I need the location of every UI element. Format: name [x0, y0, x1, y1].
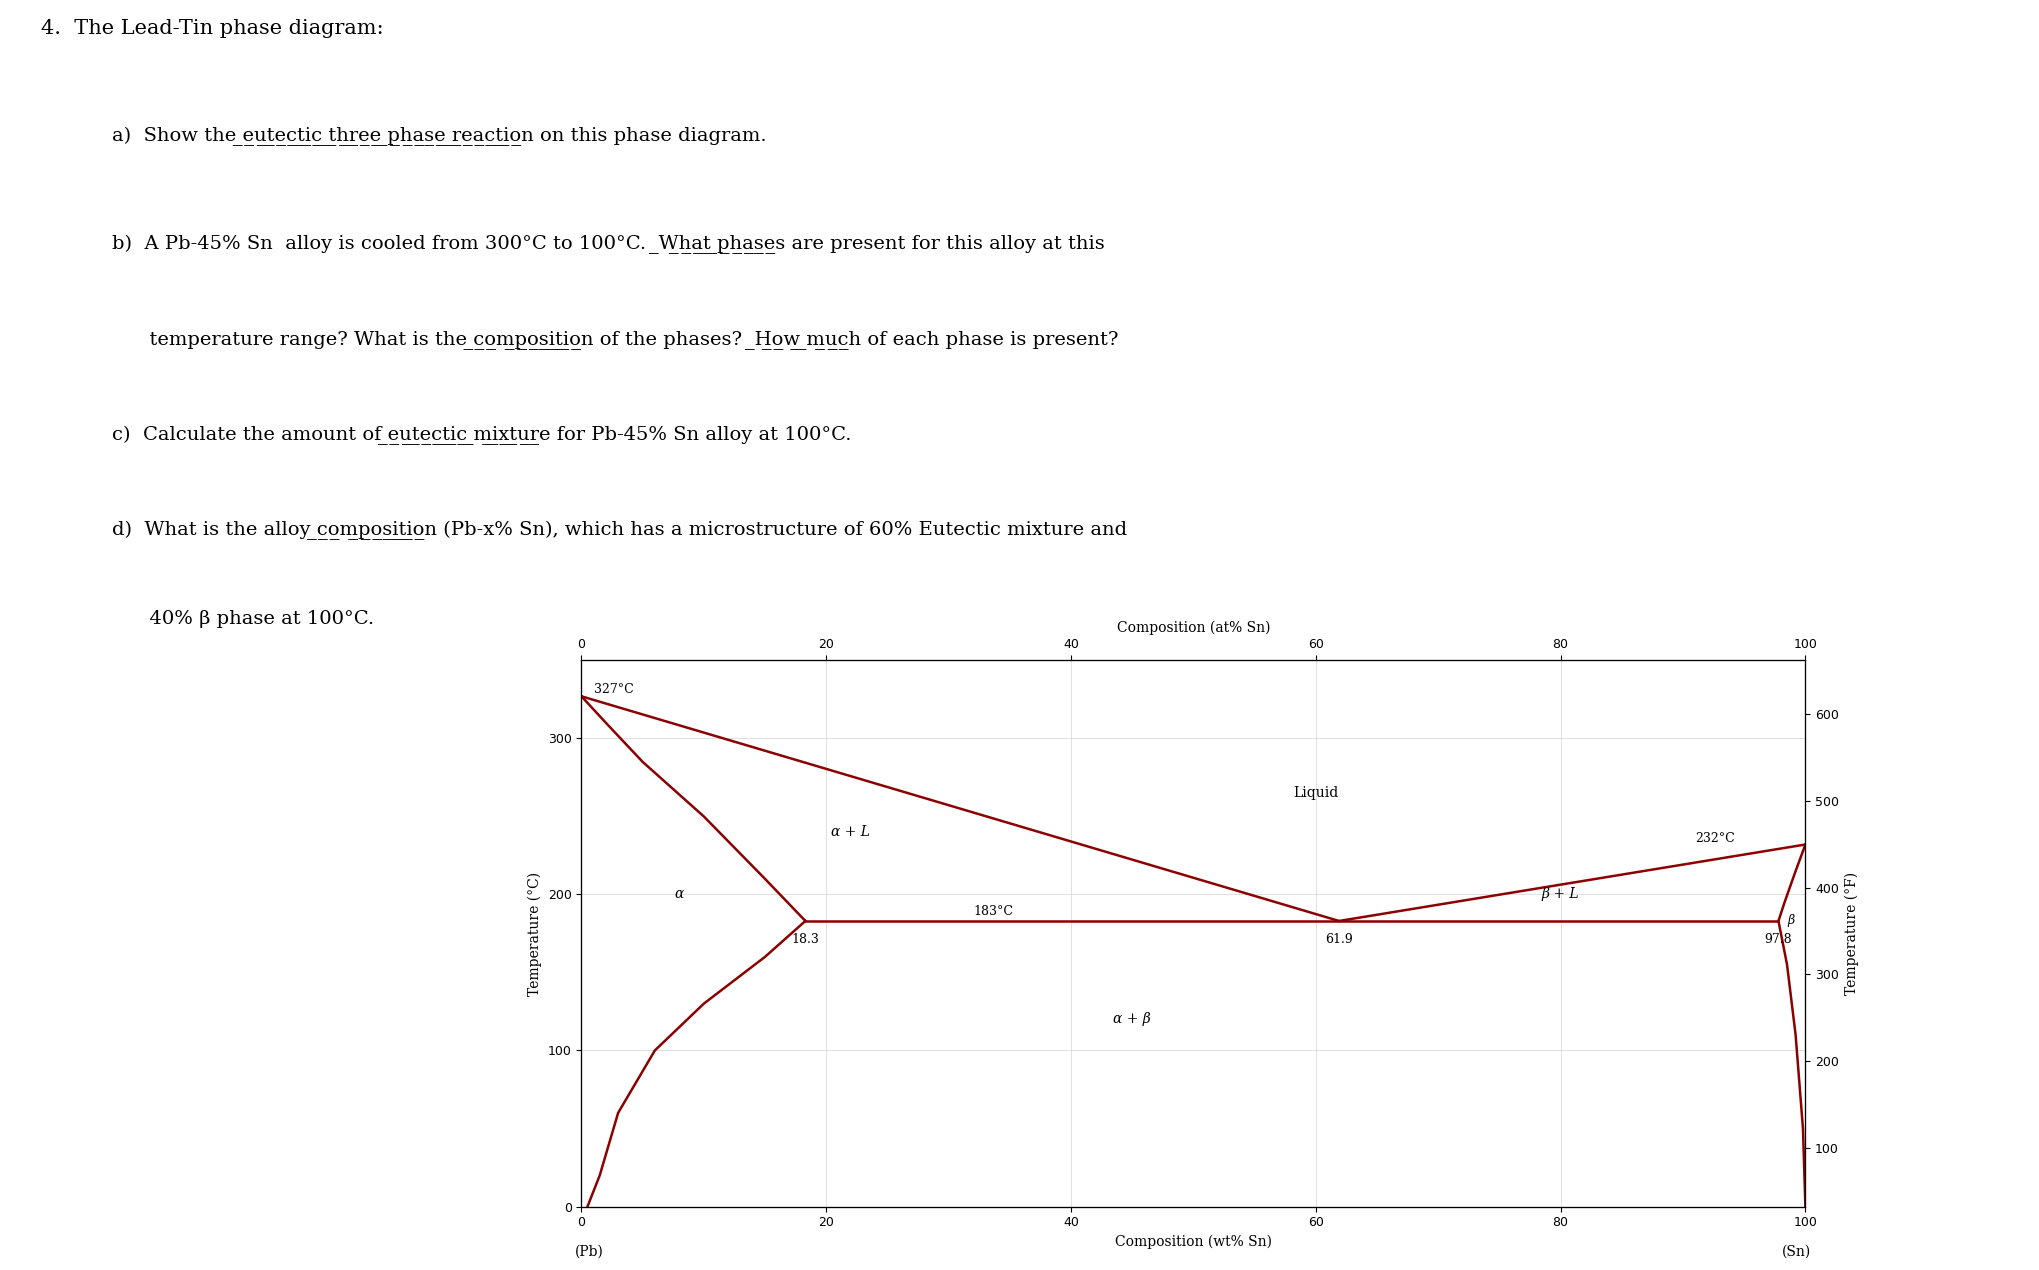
Text: c)  Calculate the amount of ̲e̲u̲t̲e̲c̲t̲i̲c̲ ̲m̲i̲x̲t̲u̲r̲e for Pb-45% Sn alloy: c) Calculate the amount of ̲e̲u̲t̲e̲c̲t̲… [112, 425, 852, 444]
Text: β: β [1786, 914, 1794, 927]
Y-axis label: Temperature (°F): Temperature (°F) [1843, 872, 1858, 994]
Text: 4.  The Lead-Tin phase diagram:: 4. The Lead-Tin phase diagram: [41, 19, 383, 38]
X-axis label: Composition (wt% Sn): Composition (wt% Sn) [1115, 1234, 1270, 1250]
Text: 183°C: 183°C [973, 904, 1013, 918]
Text: d)  What is the alloy ̲c̲o̲m̲p̲o̲s̲i̲t̲i̲o̲n (Pb-x% Sn), which has a microstruct: d) What is the alloy ̲c̲o̲m̲p̲o̲s̲i̲t̲i̲… [112, 521, 1128, 540]
Text: α: α [675, 888, 683, 902]
Y-axis label: Temperature (°C): Temperature (°C) [528, 871, 542, 996]
Text: b)  A Pb-45% Sn  alloy is cooled from 300°C to 100°C.  ̲W̲h̲a̲t̲ ̲p̲h̲a̲s̲e̲s ar: b) A Pb-45% Sn alloy is cooled from 300°… [112, 235, 1105, 254]
Text: (Pb): (Pb) [575, 1245, 604, 1259]
Text: 40% β phase at 100°C.: 40% β phase at 100°C. [112, 610, 373, 627]
Text: 97.8: 97.8 [1764, 933, 1792, 946]
Text: α + L: α + L [830, 826, 871, 839]
Text: 61.9: 61.9 [1325, 933, 1352, 946]
Text: 18.3: 18.3 [791, 933, 820, 946]
Text: (Sn): (Sn) [1782, 1245, 1811, 1259]
Text: 327°C: 327°C [593, 683, 632, 696]
X-axis label: Composition (at% Sn): Composition (at% Sn) [1115, 621, 1270, 635]
Text: β + L: β + L [1541, 888, 1578, 902]
Text: Liquid: Liquid [1293, 786, 1338, 800]
Text: 232°C: 232°C [1694, 832, 1733, 845]
Text: a)  Show the ̲e̲u̲t̲e̲c̲t̲i̲c̲ ̲t̲h̲r̲e̲e̲ ̲p̲h̲a̲s̲e̲ ̲r̲e̲a̲c̲t̲i̲o̲n on this : a) Show the ̲e̲u̲t̲e̲c̲t̲i̲c̲ ̲t̲h̲r̲e̲e… [112, 127, 767, 146]
Text: α + β: α + β [1113, 1012, 1150, 1026]
Text: temperature range? What is the ̲c̲o̲m̲p̲o̲s̲i̲t̲i̲o̲n of the phases?  ̲H̲o̲w̲ ̲m: temperature range? What is the ̲c̲o̲m̲p̲… [112, 330, 1117, 349]
